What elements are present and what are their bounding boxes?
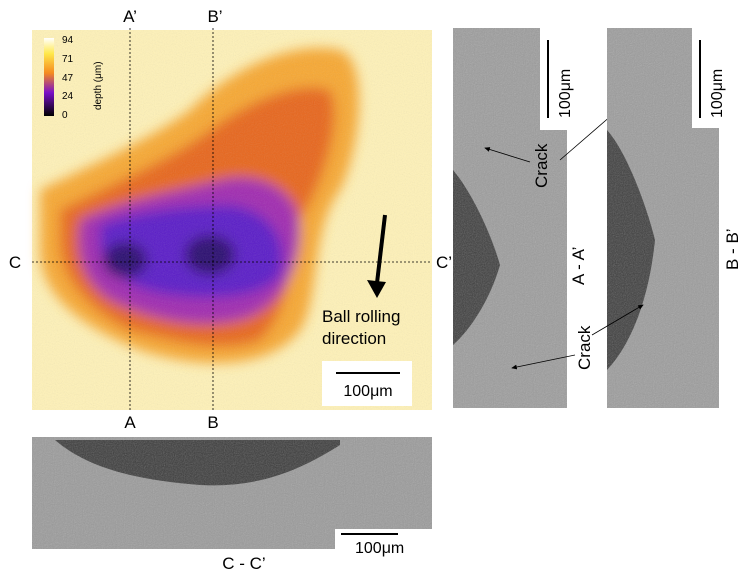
scale-label: 100μm [557,69,574,118]
annotation-line: Ball rolling [322,307,400,326]
annotation: Ball rolling direction [322,307,400,348]
caption: A - A’ [569,247,588,285]
colorbar-tick: 47 [62,73,74,84]
colorbar-tick: 24 [62,91,74,102]
caption: C - C’ [222,554,265,573]
scale-label: 100μm [709,69,726,118]
section-label: C’ [436,253,452,272]
section-label: B [207,413,218,432]
annotation-line: direction [322,329,386,348]
scale-box [322,361,412,406]
depth-map: 94 71 47 24 0 depth (μm) Ball rolling dir… [32,28,432,410]
scale-label: 100μm [355,540,404,557]
scale-label: 100μm [343,383,392,400]
section-label: C [9,253,21,272]
crack-label: Crack [575,325,594,370]
section-cc: 100μm [32,437,432,557]
caption: B - B’ [723,228,740,270]
crack-label: Crack [532,143,551,188]
colorbar-label: depth (μm) [93,61,104,110]
colorbar [44,38,54,116]
colorbar-tick: 94 [62,35,74,46]
section-label: B’ [207,7,222,26]
section-label: A [124,413,136,432]
section-bb: 100μm Crack [511,28,726,408]
section-aa: 100μm Crack [453,28,613,408]
colorbar-tick: 71 [62,54,74,65]
section-label: A’ [123,7,137,26]
colorbar-tick: 0 [62,110,68,121]
